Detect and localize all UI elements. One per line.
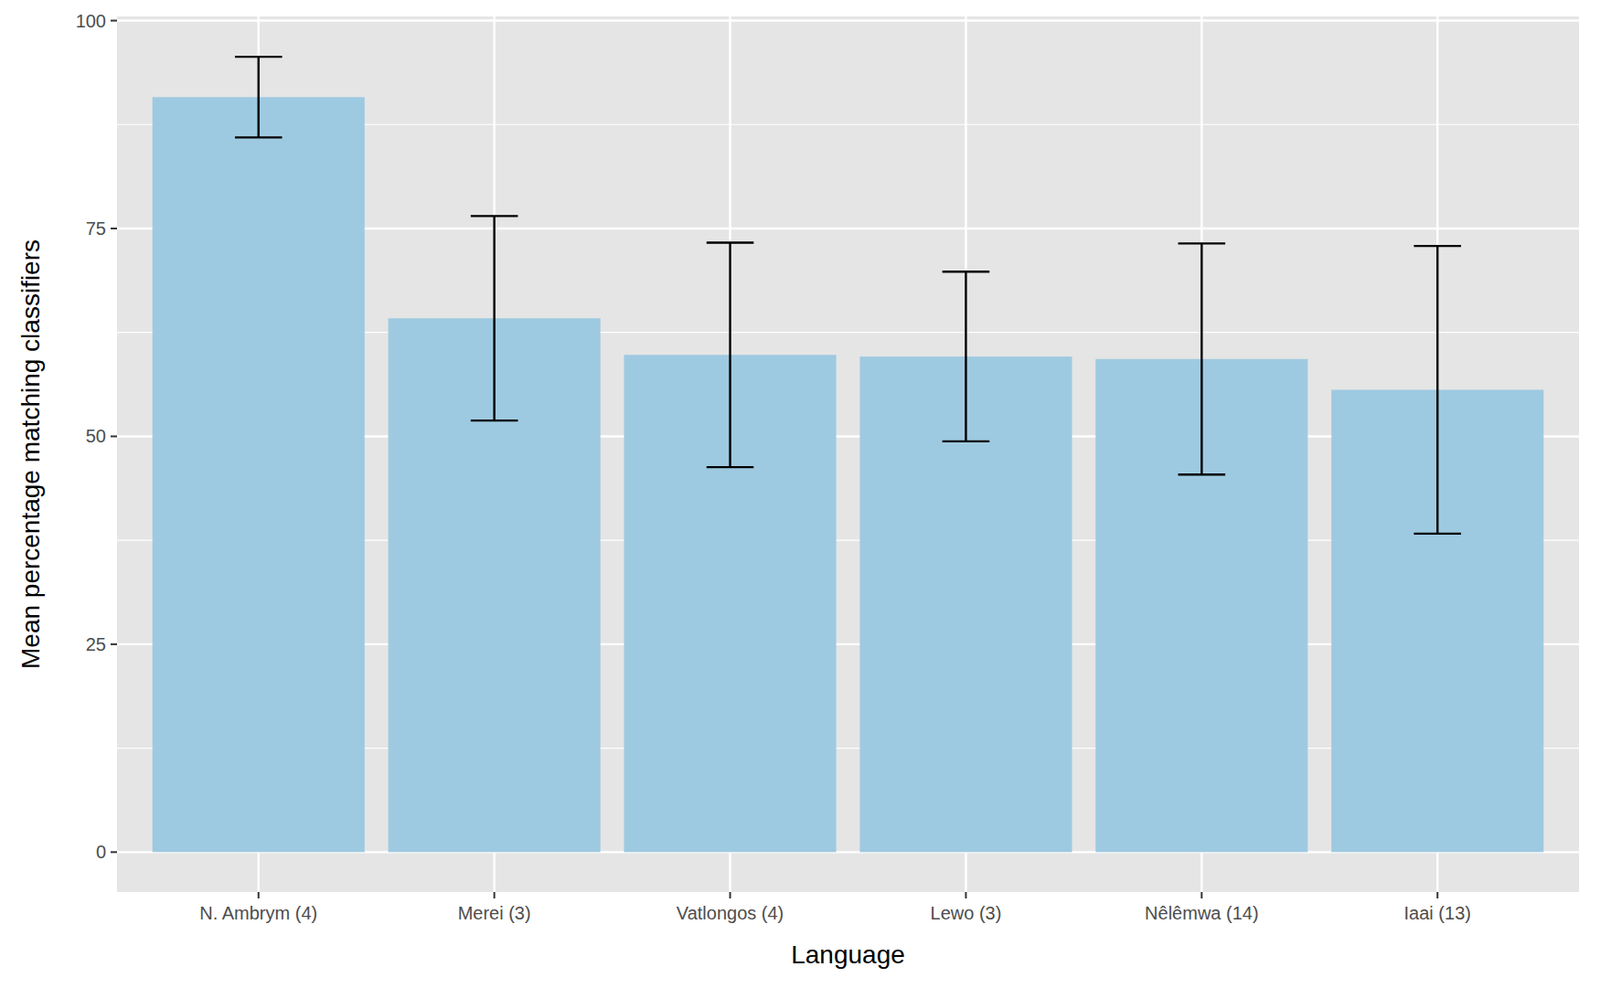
bar	[152, 96, 365, 853]
error-bar	[1178, 243, 1227, 475]
x-tick-label: Merei (3)	[458, 903, 532, 924]
y-tick	[110, 227, 118, 230]
error-bar	[470, 215, 519, 421]
x-tick-label: Vatlongos (4)	[676, 903, 784, 924]
plot-panel	[117, 16, 1579, 893]
x-tick-label: Nêlêmwa (14)	[1144, 903, 1259, 924]
x-tick	[493, 892, 496, 899]
y-tick	[110, 643, 118, 646]
y-tick-label: 50	[85, 426, 107, 447]
error-bar	[234, 56, 283, 138]
error-bar	[1413, 245, 1462, 534]
x-axis-title: Language	[790, 940, 906, 970]
error-bar	[942, 271, 991, 442]
chart-container: 0 25 50 75 100 N. Ambrym (4) Merei (3) Vatlongo…	[0, 0, 1600, 988]
y-tick-label: 75	[85, 218, 107, 239]
x-tick	[1200, 892, 1203, 899]
x-tick	[257, 892, 260, 899]
x-tick	[1436, 892, 1439, 899]
x-tick-label: N. Ambrym (4)	[199, 903, 318, 924]
error-bar	[706, 242, 755, 468]
y-tick	[110, 20, 118, 22]
x-tick	[964, 892, 967, 899]
y-tick-label: 25	[85, 634, 107, 655]
marks	[152, 56, 1545, 853]
y-axis-title: Mean percentage matching classifiers	[16, 239, 45, 670]
y-tick	[110, 435, 118, 438]
y-tick-label: 0	[96, 842, 107, 863]
y-tick-label: 100	[75, 10, 107, 32]
x-tick-label: Lewo (3)	[930, 903, 1003, 924]
y-tick	[110, 851, 118, 854]
x-tick-label: Iaai (13)	[1404, 903, 1472, 924]
major-grid	[117, 19, 1579, 22]
x-tick	[729, 892, 732, 899]
chart-svg: 0 25 50 75 100 N. Ambrym (4) Merei (3) Vatlongo…	[0, 0, 1600, 988]
